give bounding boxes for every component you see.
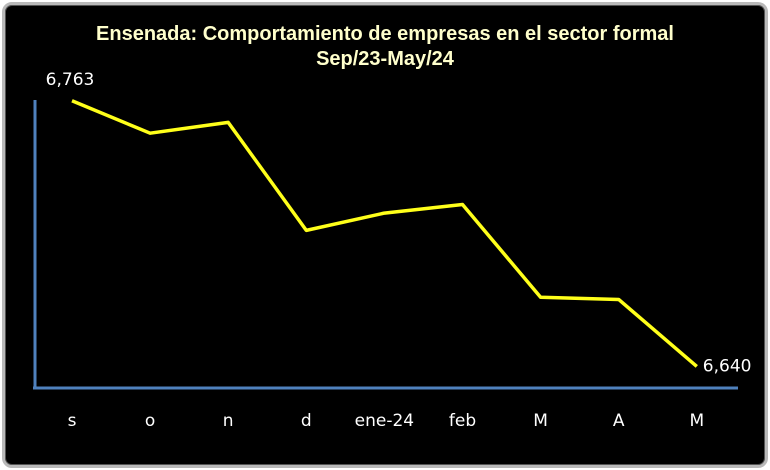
x-tick-label: feb [449, 411, 476, 431]
data-label: 6,640 [703, 356, 752, 376]
chart-title: Ensenada: Comportamiento de empresas en … [96, 23, 674, 70]
x-tick-label: M [689, 411, 704, 431]
x-tick-label: M [533, 411, 548, 431]
data-label: 6,763 [46, 70, 95, 90]
x-tick-label: ene-24 [355, 411, 414, 431]
x-tick-label: o [145, 411, 155, 431]
x-tick-label: d [301, 411, 312, 431]
series-line [71, 99, 698, 368]
x-tick-label: s [68, 411, 77, 431]
x-tick-label: A [613, 411, 625, 431]
x-tick-label: n [223, 411, 234, 431]
